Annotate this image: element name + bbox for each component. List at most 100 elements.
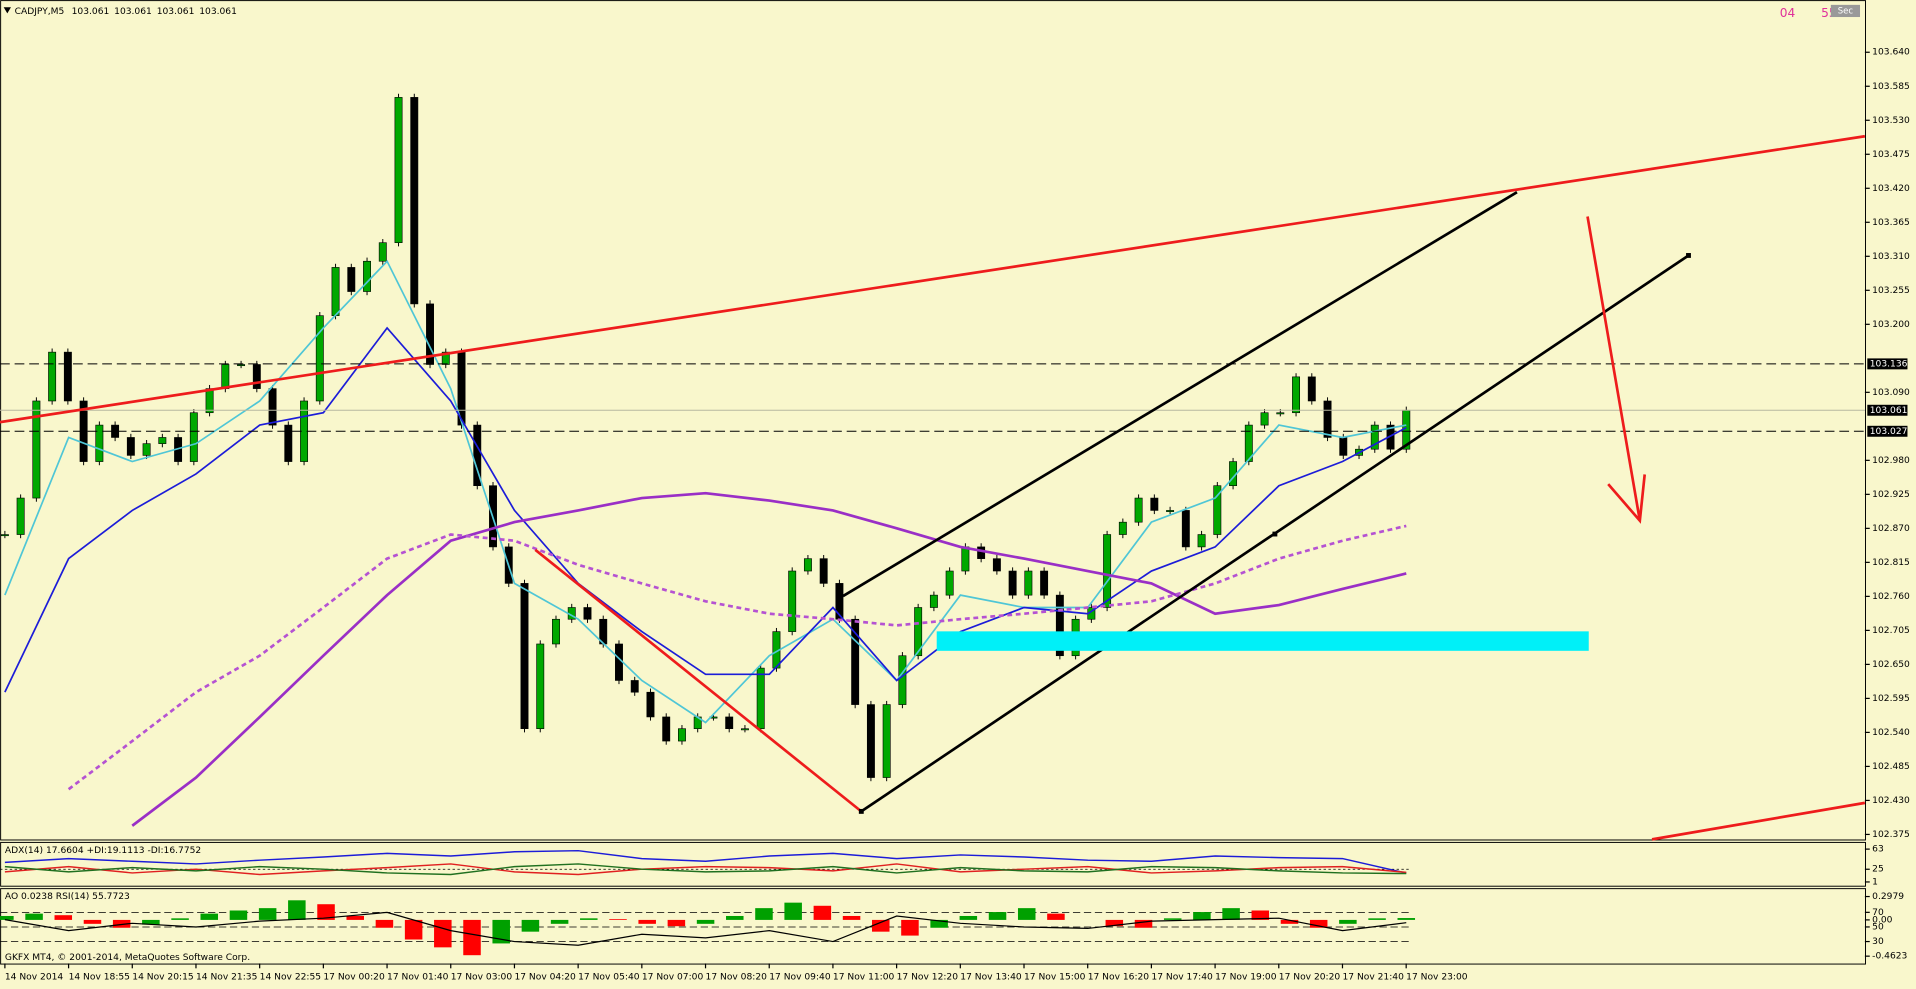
ao-bar bbox=[1309, 919, 1328, 928]
timer-badge bbox=[1830, 4, 1861, 18]
x-tick-label: 14 Nov 20:15 bbox=[132, 972, 193, 982]
candle bbox=[237, 364, 246, 367]
candle bbox=[630, 680, 639, 693]
candle bbox=[1008, 570, 1017, 596]
quote: 103.061 bbox=[72, 6, 110, 16]
candle bbox=[866, 704, 875, 778]
candle bbox=[536, 643, 545, 729]
candle bbox=[898, 655, 907, 705]
candle bbox=[394, 97, 403, 243]
y-tick-label: 25 bbox=[1872, 865, 1884, 875]
ao-bar bbox=[667, 919, 686, 927]
x-tick-label: 17 Nov 08:20 bbox=[706, 972, 768, 982]
candle bbox=[929, 594, 938, 608]
x-tick-label: 14 Nov 2014 bbox=[5, 972, 64, 982]
candle bbox=[1103, 534, 1112, 608]
candle bbox=[1276, 412, 1285, 415]
drawings bbox=[0, 134, 1866, 841]
series-line bbox=[4, 259, 1407, 724]
candle bbox=[426, 303, 434, 365]
level-label: 103.061 bbox=[1870, 406, 1908, 416]
candle bbox=[1134, 497, 1143, 523]
x-tick-label: 17 Nov 05:40 bbox=[578, 972, 640, 982]
series-line bbox=[4, 863, 1407, 876]
candle bbox=[1323, 400, 1332, 438]
candle bbox=[268, 388, 277, 426]
x-tick-label: 17 Nov 01:40 bbox=[387, 972, 449, 982]
candle bbox=[221, 364, 230, 389]
y-tick-label: 103.255 bbox=[1872, 286, 1910, 296]
y-tick-label: 50 bbox=[1872, 922, 1884, 932]
ao-bar bbox=[521, 919, 540, 932]
x-tick-label: 17 Nov 04:20 bbox=[514, 972, 576, 982]
candle bbox=[1213, 485, 1222, 535]
quote: 103.061 bbox=[157, 6, 195, 16]
candle bbox=[1040, 570, 1049, 596]
series-line bbox=[4, 911, 1407, 946]
y-tick-label: 102.375 bbox=[1872, 830, 1910, 840]
y-tick-label: 102.980 bbox=[1872, 456, 1910, 466]
panel-frame bbox=[0, 841, 1866, 887]
y-tick-label: 103.090 bbox=[1872, 388, 1910, 398]
candle bbox=[0, 534, 9, 537]
series-line bbox=[67, 524, 1407, 791]
y-tick-label: -0.4623 bbox=[1872, 952, 1907, 962]
x-tick-label: 17 Nov 21:40 bbox=[1342, 972, 1404, 982]
ao-bar bbox=[1163, 918, 1182, 920]
candle bbox=[1166, 510, 1175, 512]
ao-bar bbox=[901, 919, 919, 936]
ao-bar bbox=[1397, 918, 1416, 920]
trend-line bbox=[534, 548, 863, 813]
y-tick-label: 102.705 bbox=[1872, 626, 1910, 636]
y-tick-label: 102.485 bbox=[1872, 762, 1910, 772]
timer-unit: Sec bbox=[1838, 6, 1854, 16]
panel-frame bbox=[0, 0, 1866, 841]
x-tick-label: 17 Nov 17:40 bbox=[1151, 972, 1213, 982]
candle bbox=[520, 583, 529, 729]
ao-bar bbox=[842, 915, 861, 920]
candle bbox=[95, 424, 104, 462]
trend-line bbox=[1651, 801, 1866, 841]
ao-bar bbox=[1105, 919, 1124, 927]
candle bbox=[945, 570, 954, 596]
indicator-label: AO 0.0238 RSI(14) 55.7723 bbox=[5, 892, 130, 902]
header: CADJPY,M5 103.061 103.061 103.061 103.061 bbox=[15, 6, 237, 16]
trend-line bbox=[0, 134, 1866, 424]
series-line bbox=[4, 326, 1407, 693]
candle bbox=[205, 388, 214, 414]
x-tick-label: 17 Nov 00:20 bbox=[323, 972, 385, 982]
x-tick-label: 17 Nov 15:00 bbox=[1024, 972, 1086, 982]
y-tick-label: 102.540 bbox=[1872, 728, 1910, 738]
x-tick-label: 17 Nov 12:20 bbox=[897, 972, 959, 982]
ao-bar bbox=[1222, 908, 1240, 920]
candle bbox=[977, 546, 986, 559]
ao-bar bbox=[258, 908, 277, 920]
candle bbox=[1370, 424, 1379, 450]
y-tick-label: 0.00 bbox=[1872, 915, 1892, 925]
candle bbox=[48, 351, 57, 402]
candle bbox=[378, 242, 387, 262]
y-tick-label: 1 bbox=[1872, 877, 1878, 887]
x-tick-label: 17 Nov 16:20 bbox=[1088, 972, 1150, 982]
candle bbox=[1181, 510, 1190, 548]
ao-bar bbox=[696, 919, 715, 924]
indicator-label: ADX(14) 17.6604 +DI:19.1113 -DI:16.7752 bbox=[5, 846, 201, 856]
candle bbox=[410, 97, 419, 305]
anchor bbox=[858, 808, 864, 814]
ao-bar bbox=[1134, 919, 1153, 928]
ao-bar bbox=[142, 919, 160, 925]
candle bbox=[1307, 376, 1316, 402]
x-tick-label: 17 Nov 20:20 bbox=[1279, 972, 1341, 982]
candle bbox=[851, 618, 860, 705]
ao-bar bbox=[434, 919, 452, 948]
ao-bar bbox=[959, 915, 978, 920]
y-tick-label: 103.530 bbox=[1872, 116, 1910, 126]
candle bbox=[284, 424, 293, 462]
y-tick-label: 102.430 bbox=[1872, 796, 1910, 806]
x-tick-label: 17 Nov 23:00 bbox=[1406, 972, 1468, 982]
candle bbox=[1197, 534, 1206, 548]
y-tick-label: 70 bbox=[1872, 908, 1884, 918]
candle bbox=[331, 267, 340, 316]
